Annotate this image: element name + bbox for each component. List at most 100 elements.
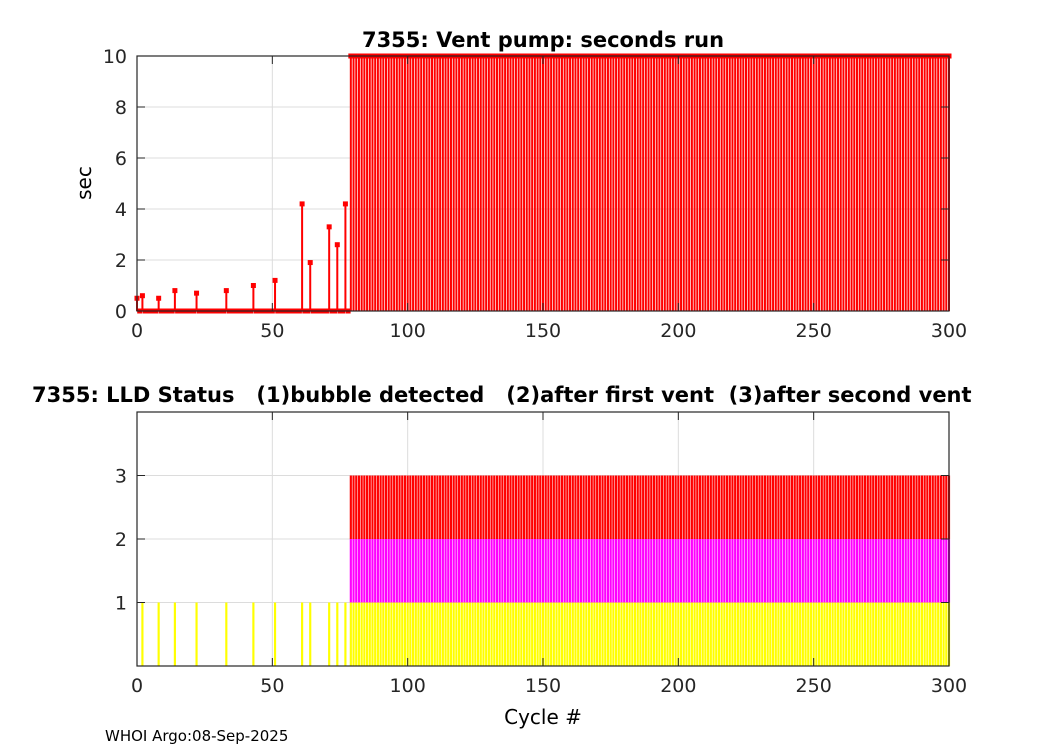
status-bar-level-1 [712,602,715,666]
status-bar-level-2 [371,539,374,603]
status-bar-level-1 [525,602,528,666]
status-bar-level-1 [460,602,463,666]
status-bar-level-2 [428,539,431,603]
status-bar-level-2 [525,539,528,603]
top-chart-title: 7355: Vent pump: seconds run [362,28,724,52]
status-bar-level-2 [476,539,480,603]
status-bar-level-2 [468,539,472,603]
status-bar-level-2 [698,539,702,603]
status-bar-level-3 [639,475,642,539]
status-bar-level-2 [677,539,680,603]
status-bar-level-3 [365,475,369,539]
status-bar-level-2 [901,539,905,603]
status-bar-level-2 [463,539,466,603]
status-bar-level-1 [769,602,772,666]
status-bar-level-1 [587,602,591,666]
status-bar-level-1 [893,602,896,666]
status-bar-level-3 [823,475,826,539]
status-bar-level-1 [433,602,436,666]
status-bar-level-3 [449,475,453,539]
status-bar-level-2 [785,539,788,603]
status-bar-level-2 [896,539,899,603]
status-bar-level-2 [376,539,379,603]
status-bar-level-2 [923,539,926,603]
status-bar-level-2 [788,539,791,603]
status-bar-level-1 [544,602,547,666]
status-bar-level-3 [541,475,545,539]
status-bar-level-3 [522,475,526,539]
status-bar-level-1 [688,602,691,666]
status-bar-level-1 [698,602,702,666]
status-bar-level-3 [931,475,934,539]
status-bar-level-2 [422,539,425,603]
status-bar-level-3 [560,475,564,539]
status-bar-level-1 [487,602,490,666]
status-bar-level-1 [690,602,693,666]
status-bar-level-2 [471,539,474,603]
status-bar-level-1 [839,602,842,666]
status-bar-level-2 [731,539,734,603]
status-bar-level-2 [522,539,526,603]
status-bar-level-3 [582,475,585,539]
status-bar-level-3 [828,475,831,539]
status-bar-level-1 [836,602,840,666]
status-bar-level-1 [891,602,894,666]
status-bar-level-1 [593,602,596,666]
status-bar-level-1 [631,602,634,666]
status-bar-level-2 [674,539,677,603]
stem-marker [307,260,313,266]
status-bar-level-1 [365,602,369,666]
status-bar-level-1 [425,602,428,666]
status-bar-level-3 [487,475,490,539]
status-bar-level-3 [517,475,520,539]
stem-marker [334,242,340,248]
status-bar-level-1 [796,602,799,666]
status-bar-level-1 [352,602,355,666]
status-bar-level-3 [682,475,685,539]
status-bar-level-2 [636,539,639,603]
status-bar-level-2 [836,539,840,603]
status-bar-level-1 [417,602,420,666]
status-bar-level-1 [447,602,450,666]
status-bar-level-1 [371,602,374,666]
status-bar-level-3 [371,475,374,539]
status-bar-level-2 [577,539,580,603]
status-bar-level-1 [907,602,910,666]
status-bar-level-2 [458,539,461,603]
status-bar-level-3 [864,475,867,539]
y-tick-label: 2 [115,250,127,272]
status-bar-level-1 [414,602,417,666]
status-bar-level-3 [712,475,715,539]
status-bar-level-1 [928,602,932,666]
status-bar-level-1 [744,602,748,666]
status-bar-level-1 [509,602,512,666]
status-bar-level-1 [674,602,677,666]
stem-marker [172,288,178,294]
status-bar-level-2 [842,539,845,603]
status-bar-level-1 [817,602,821,666]
status-bar-level-2 [893,539,896,603]
status-bar-level-1 [717,602,721,666]
status-bar-level-1 [173,602,176,666]
status-bar-level-3 [652,475,656,539]
status-bar-level-1 [926,602,929,666]
status-bar-level-1 [614,602,618,666]
status-bar-level-3 [736,475,739,539]
status-bar-level-2 [360,539,363,603]
x-tick-label: 50 [260,320,284,342]
status-bar-level-1 [939,602,942,666]
status-bar-level-3 [533,475,536,539]
status-bar-level-3 [666,475,669,539]
status-bar-level-2 [774,539,777,603]
status-bar-level-3 [593,475,596,539]
status-bar-level-3 [790,475,794,539]
status-bar-level-3 [866,475,869,539]
status-bar-level-1 [533,602,536,666]
status-bar-level-2 [661,539,664,603]
status-bar-level-1 [669,602,672,666]
status-bar-level-1 [872,602,875,666]
status-bar-level-1 [828,602,831,666]
status-bar-level-3 [420,475,423,539]
status-bar-level-2 [444,539,447,603]
status-bar-level-1 [471,602,474,666]
